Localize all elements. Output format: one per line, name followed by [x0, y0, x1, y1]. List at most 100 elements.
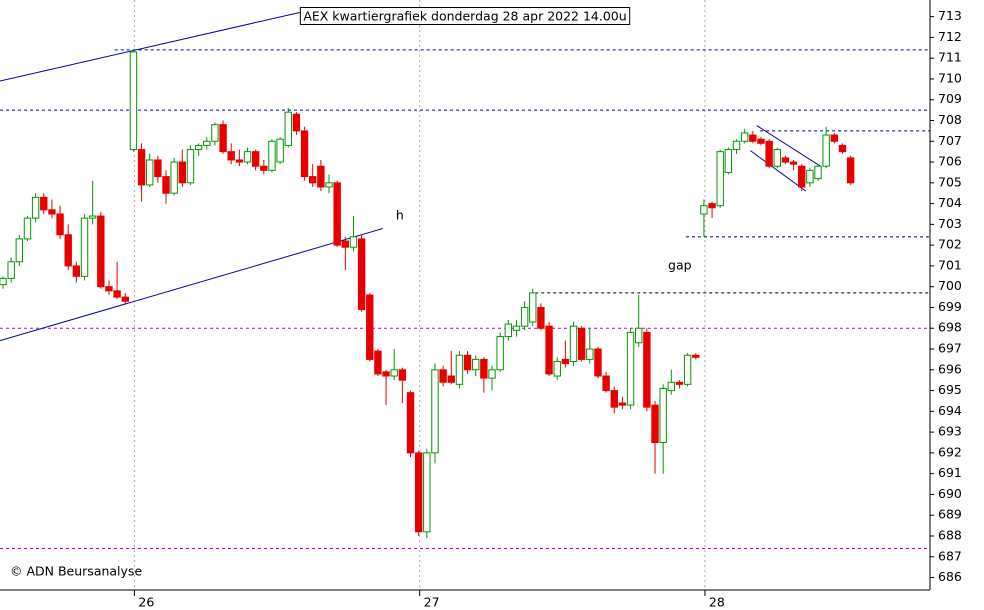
candle-body — [276, 138, 284, 163]
candle-body — [146, 159, 154, 186]
candle-body — [309, 176, 317, 184]
candle-body — [121, 296, 129, 302]
x-tick-label: 27 — [424, 595, 440, 610]
y-tick-label: 706 — [938, 154, 962, 169]
candle-body — [7, 261, 15, 279]
candle-body — [602, 375, 610, 392]
candle-body — [740, 132, 749, 142]
candle-body — [586, 348, 594, 360]
candle-body — [594, 348, 602, 377]
y-tick-label: 694 — [938, 403, 962, 418]
candle-body — [757, 138, 765, 144]
candle-body — [488, 369, 496, 379]
y-tick-label: 686 — [938, 569, 962, 584]
y-tick-label: 709 — [938, 91, 962, 106]
candle-body — [765, 140, 773, 167]
candle-body — [219, 124, 227, 153]
candle-body — [822, 134, 830, 167]
candle-body — [203, 140, 211, 146]
y-tick-label: 701 — [938, 257, 962, 272]
candle-body — [472, 358, 480, 371]
candle-body — [749, 134, 757, 142]
candle-body — [577, 327, 586, 360]
y-tick-label: 712 — [938, 29, 962, 44]
candle-body — [618, 402, 627, 406]
trendline — [750, 150, 807, 192]
y-tick-label: 695 — [938, 382, 962, 397]
candle-body — [260, 165, 268, 171]
candle-body — [366, 294, 374, 360]
candle-body — [447, 375, 455, 383]
y-tick-label: 713 — [938, 8, 962, 23]
candle-body — [398, 369, 407, 381]
trendline — [0, 228, 383, 342]
y-tick-label: 708 — [938, 112, 962, 127]
candle-body — [56, 213, 64, 236]
candle-body — [186, 149, 195, 184]
y-tick-label: 710 — [938, 70, 962, 85]
candle-body — [406, 392, 415, 454]
candle-body — [626, 331, 635, 406]
candle-body — [773, 149, 781, 167]
candle-body — [545, 325, 553, 375]
candle-body — [292, 113, 301, 132]
y-tick-label: 704 — [938, 195, 962, 210]
candle-body — [781, 157, 790, 163]
candle-body — [105, 286, 113, 292]
chart-title: AEX kwartiergrafiek donderdag 28 apr 202… — [303, 9, 626, 24]
candle-body — [31, 196, 40, 219]
y-tick-label: 702 — [938, 237, 962, 252]
candle-body — [667, 381, 676, 392]
y-tick-label: 687 — [938, 548, 962, 563]
trendline — [756, 125, 821, 167]
candle-body — [716, 151, 724, 207]
candle-body — [789, 161, 798, 165]
candle-body — [64, 234, 72, 267]
candle-body — [659, 387, 667, 443]
candle-body — [724, 149, 733, 173]
candle-body — [504, 323, 513, 338]
y-tick-label: 693 — [938, 424, 962, 439]
candle-body — [15, 238, 24, 263]
candle-body — [675, 381, 684, 385]
candle-body — [251, 151, 260, 167]
x-tick-label: 28 — [709, 595, 725, 610]
y-tick-label: 689 — [938, 507, 962, 522]
candle-body — [129, 51, 138, 151]
candle-body — [97, 215, 105, 288]
candle-body — [341, 240, 350, 248]
candle-body — [72, 265, 81, 277]
candle-body — [48, 209, 56, 215]
candle-body — [235, 159, 244, 163]
candle-body — [512, 325, 521, 331]
candle-body — [635, 327, 643, 344]
x-tick-label: 26 — [138, 595, 154, 610]
candle-body — [137, 149, 146, 186]
candle-body — [846, 157, 855, 184]
candle-body — [227, 151, 235, 161]
candle-body — [553, 360, 561, 377]
candle-body — [317, 165, 325, 188]
y-tick-label: 699 — [938, 299, 962, 314]
candle-body — [520, 306, 529, 327]
candle-body — [806, 169, 814, 184]
y-tick-label: 690 — [938, 486, 962, 501]
y-tick-label: 703 — [938, 216, 962, 231]
candle-body — [211, 124, 219, 142]
y-tick-label: 697 — [938, 341, 962, 356]
candle-body — [423, 452, 431, 533]
candle-body — [414, 452, 423, 533]
y-tick-label: 707 — [938, 133, 962, 148]
candle-body — [154, 159, 162, 178]
plot-area: h gap — [0, 0, 930, 590]
annotation: h — [396, 208, 404, 223]
y-tick-label: 698 — [938, 320, 962, 335]
candle-body — [569, 325, 578, 362]
candle-body — [88, 215, 97, 219]
candle-body — [455, 354, 464, 385]
candle-body — [178, 161, 187, 184]
candle-body — [243, 151, 252, 163]
candle-body — [382, 371, 390, 377]
candle-body — [80, 217, 89, 277]
